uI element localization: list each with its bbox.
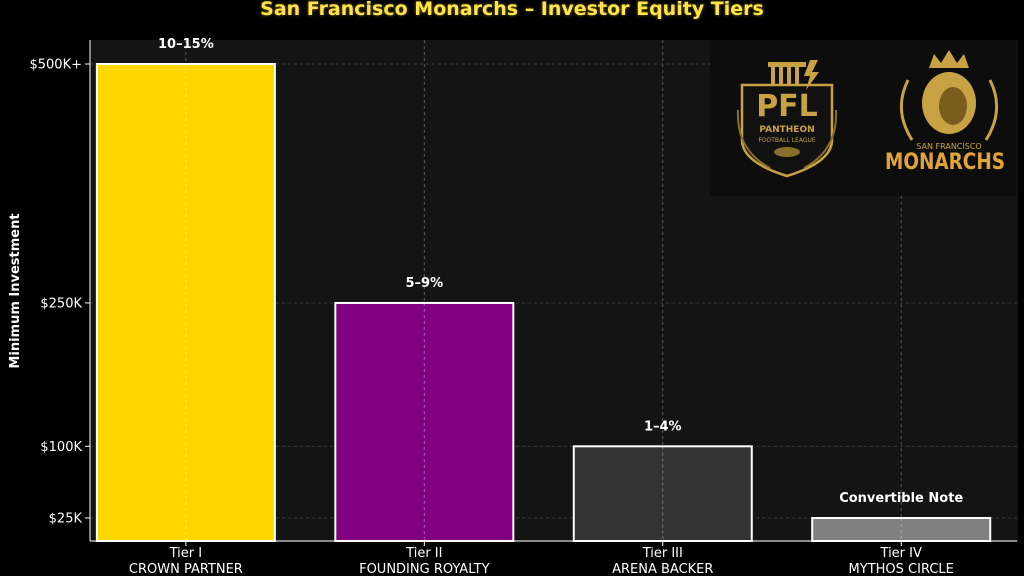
bar-value-label: 5–9% [406,276,444,291]
y-tick-label: $500K+ [29,58,82,73]
chart-title: San Francisco Monarchs – Investor Equity… [260,0,764,20]
x-tick-label-name: CROWN PARTNER [129,562,243,576]
gridlines [90,40,1017,541]
bar-value-label: 1–4% [644,419,682,434]
bar-value-label: Convertible Note [839,491,963,506]
x-tick-label-name: ARENA BACKER [612,562,713,576]
logo-panel: PFL PANTHEON FOOTBALL LEAGUE SAN FRANCIS… [710,40,1017,196]
crown-icon [929,50,969,68]
axes [85,40,1017,546]
pillar-shield-icon [740,83,834,178]
y-tick-label: $100K [40,440,82,455]
pfl-subname: FOOTBALL LEAGUE [758,137,816,144]
x-tick-label-tier: Tier II [405,546,442,561]
y-tick-label: $25K [49,512,83,527]
x-tick-label-tier: Tier IV [880,546,922,561]
y-axis-label: Minimum Investment [8,213,23,368]
x-tick-label-name: MYTHOS CIRCLE [849,562,954,576]
y-tick-labels: $25K $100K $250K $500K+ [29,58,82,527]
pfl-name: PANTHEON [759,125,814,135]
x-tick-label-tier: Tier I [169,546,202,561]
monarchs-logo: SAN FRANCISCO MONARCHS [885,50,1005,175]
bar-tier-ii [334,301,515,542]
pfl-logo: PFL PANTHEON FOOTBALL LEAGUE [736,60,838,178]
bar-tier-iii [572,445,753,543]
y-tick-label: $250K [40,296,82,311]
x-tick-label-name: FOUNDING ROYALTY [359,562,489,576]
bar-value-labels: 10–15% 5–9% 1–4% Convertible Note [158,37,963,506]
monarchs-city: SAN FRANCISCO [916,142,981,151]
x-tick-label-tier: Tier III [642,546,683,561]
bar-value-label: 10–15% [158,37,214,52]
pfl-initials: PFL [756,89,818,124]
bar-tier-i [95,63,276,542]
monarchs-name: MONARCHS [885,150,1005,175]
bars [95,63,992,543]
